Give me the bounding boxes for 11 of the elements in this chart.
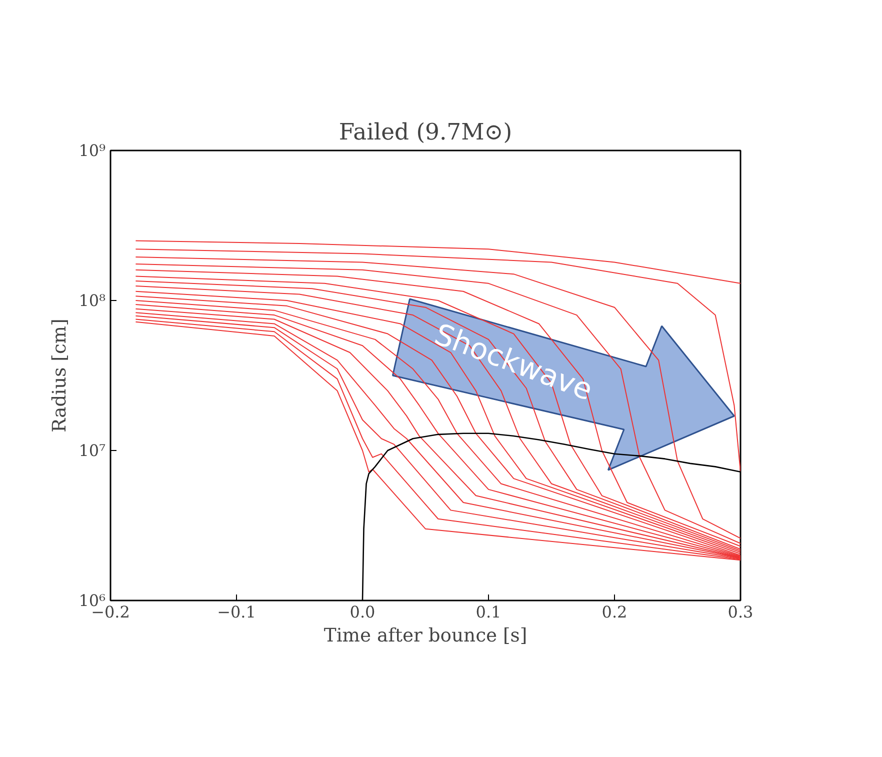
y-tick-label: 10⁷	[78, 441, 106, 460]
x-tick-label: 0.2	[602, 602, 628, 622]
y-tick-label: 10⁸	[78, 291, 106, 310]
chart-title: Failed (9.7M⊙)	[338, 120, 512, 146]
x-tick-label: 0.3	[728, 602, 754, 622]
x-tick-label: −0.1	[217, 602, 256, 622]
y-axis-title: Radius [cm]	[50, 318, 71, 432]
y-tick-label: 10⁹	[78, 141, 106, 160]
x-tick-label: 0.1	[476, 602, 502, 622]
x-tick-label: 0.0	[350, 602, 376, 622]
x-axis-title: Time after bounce [s]	[324, 626, 528, 646]
